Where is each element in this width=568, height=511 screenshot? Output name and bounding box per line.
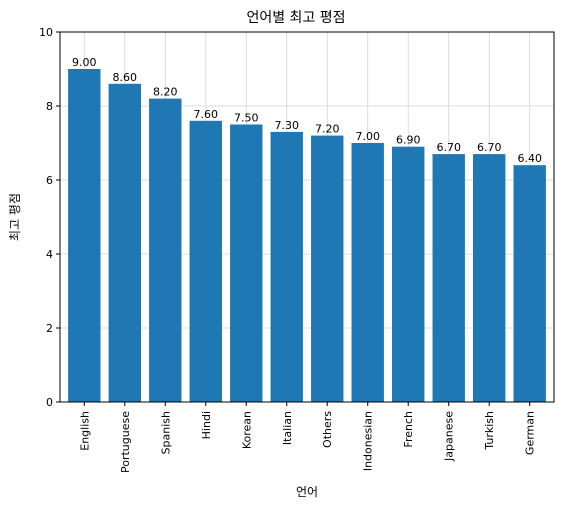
y-axis-label: 최고 평점 [8,193,22,241]
bar-italian [270,131,303,402]
x-tick-label: Hindi [200,411,213,439]
bar-spanish [149,98,182,402]
x-axis-label: 언어 [296,485,318,499]
x-tick-label: Turkish [483,411,496,451]
value-label: 6.70 [477,141,502,154]
y-tick-label: 8 [46,100,53,113]
bar-english [68,69,101,402]
bars [68,69,546,403]
value-label: 9.00 [72,56,97,69]
value-label: 6.70 [436,141,461,154]
value-label: 8.60 [113,71,138,84]
x-tick-label: French [402,411,415,448]
x-tick-label: Japanese [443,411,456,462]
x-tick-label: Spanish [159,411,172,454]
y-tick-label: 0 [46,396,53,409]
x-axis-ticks: English Portuguese Spanish Hindi Korean Itali… [78,402,537,473]
x-tick-label: Others [321,411,334,448]
bar-korean [230,124,263,402]
plot-frame [59,31,555,403]
value-label: 7.30 [275,119,300,132]
value-label: 8.20 [153,86,178,99]
value-label: 6.90 [396,134,421,147]
x-tick-label: Indonesian [362,411,375,471]
y-tick-label: 2 [46,322,53,335]
y-axis-ticks: 0 2 4 6 8 10 [39,26,60,409]
bar-others [311,135,344,402]
y-tick-label: 4 [46,248,53,261]
value-label: 7.20 [315,123,340,136]
value-labels: 9.00 8.60 8.20 7.60 7.50 7.30 7.20 7.00 6.90 6.70… [72,56,542,165]
bar-japanese [432,154,465,402]
chart-title: 언어별 최고 평점 [246,10,345,26]
bar-hindi [189,120,222,403]
value-label: 7.00 [355,130,380,143]
bar-german [513,165,546,402]
x-tick-label: Korean [240,411,253,449]
value-label: 7.50 [234,112,259,125]
x-tick-label: English [78,411,91,451]
bar-indonesian [351,143,384,402]
bar-turkish [473,154,506,402]
y-tick-label: 10 [39,26,53,39]
x-tick-label: Portuguese [119,411,132,473]
bar-portuguese [108,83,141,403]
x-tick-label: German [524,411,537,455]
value-label: 6.40 [517,152,542,165]
bar-french [392,146,425,402]
value-label: 7.60 [194,108,219,121]
x-tick-label: Italian [281,411,294,445]
y-tick-label: 6 [46,174,53,187]
